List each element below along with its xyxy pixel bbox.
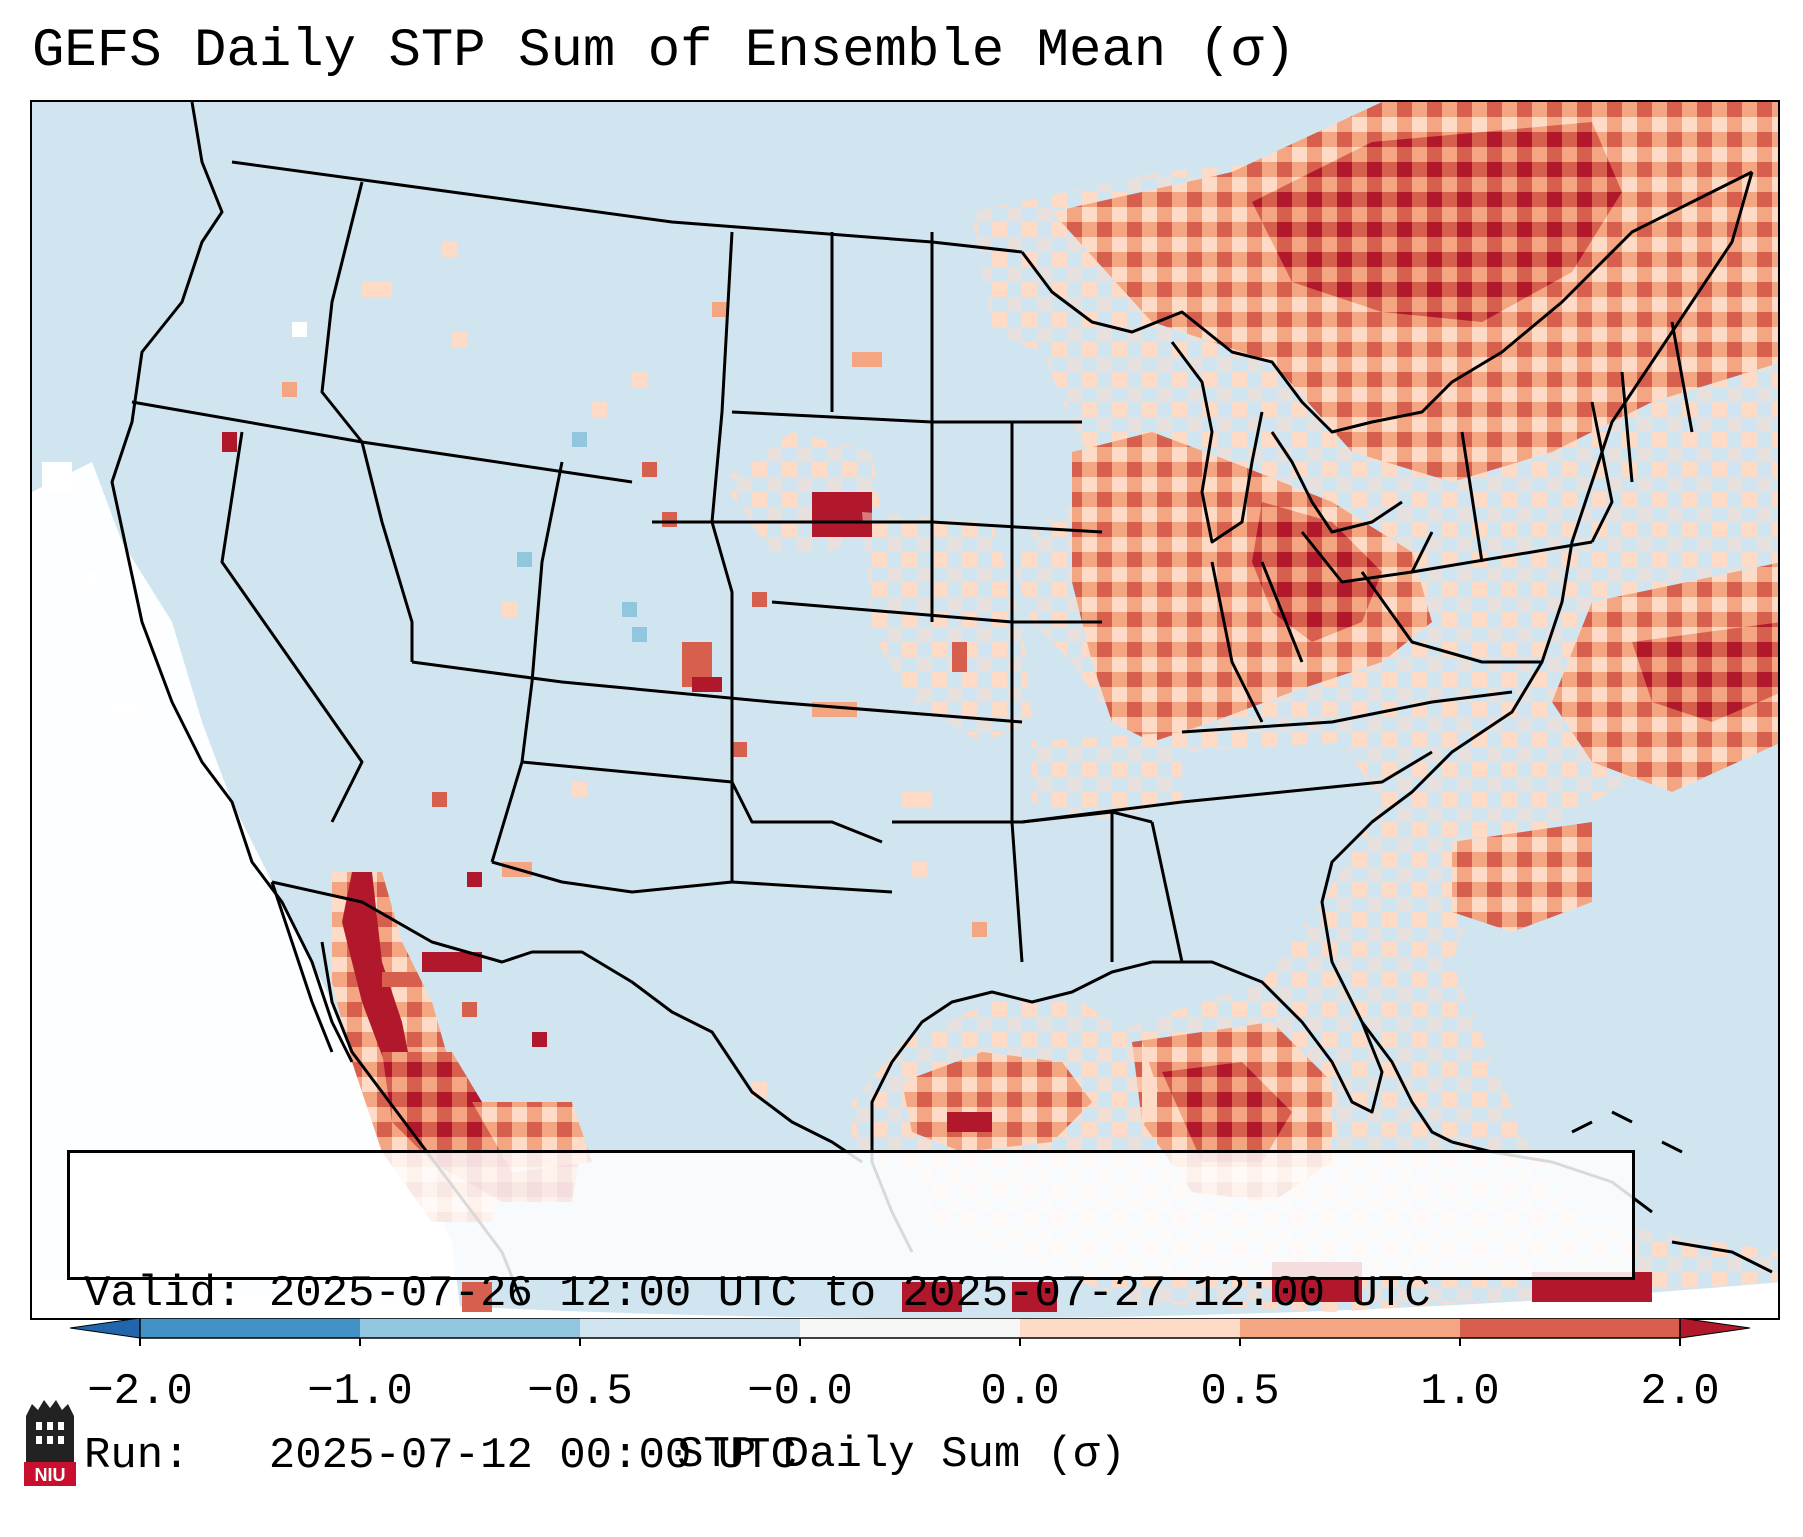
map-canvas [32, 102, 1778, 1318]
logo-text: NIU [35, 1465, 66, 1485]
positive-east-region [902, 102, 1778, 1312]
colorbar-bin [1240, 1318, 1460, 1338]
west-speckles [222, 242, 987, 1097]
colorbar-tick-label: 2.0 [1640, 1367, 1720, 1417]
colorbar-label: STP Daily Sum (σ) [677, 1430, 1126, 1480]
niu-logo: NIU [24, 1400, 76, 1486]
stp-map [30, 100, 1780, 1320]
colorbar-bin [140, 1318, 360, 1338]
run-time-text: Run: 2025-07-12 00:00 UTC [84, 1431, 797, 1481]
colorbar-tick-label: 0.0 [980, 1367, 1060, 1417]
colorbar-outline [139, 1318, 1681, 1339]
colorbar-tick-label: −0.0 [747, 1367, 853, 1417]
colorbar-bin [1460, 1318, 1680, 1338]
colorbar-bin [580, 1318, 800, 1338]
colorbar-over-extension [1679, 1318, 1750, 1339]
valid-time-text: Valid: 2025-07-26 12:00 UTC to 2025-07-2… [84, 1269, 1431, 1319]
colorbar [70, 1318, 1750, 1346]
colorbar-tick-label: 1.0 [1420, 1367, 1500, 1417]
colorbar-tick-label: −1.0 [307, 1367, 413, 1417]
colorbar-under-extension [70, 1318, 141, 1339]
map-title: GEFS Daily STP Sum of Ensemble Mean (σ) [32, 21, 1296, 82]
colorbar-tick-label: −0.5 [527, 1367, 633, 1417]
colorbar-bin [360, 1318, 580, 1338]
colorbar-tick-label: 0.5 [1200, 1367, 1280, 1417]
colorbar-bin [1020, 1318, 1240, 1338]
pacific-white-band [32, 322, 462, 1318]
colorbar-tick-label: −2.0 [87, 1367, 193, 1417]
valid-run-info-box: Valid: 2025-07-26 12:00 UTC to 2025-07-2… [67, 1150, 1635, 1481]
colorbar-bin [800, 1318, 1020, 1338]
